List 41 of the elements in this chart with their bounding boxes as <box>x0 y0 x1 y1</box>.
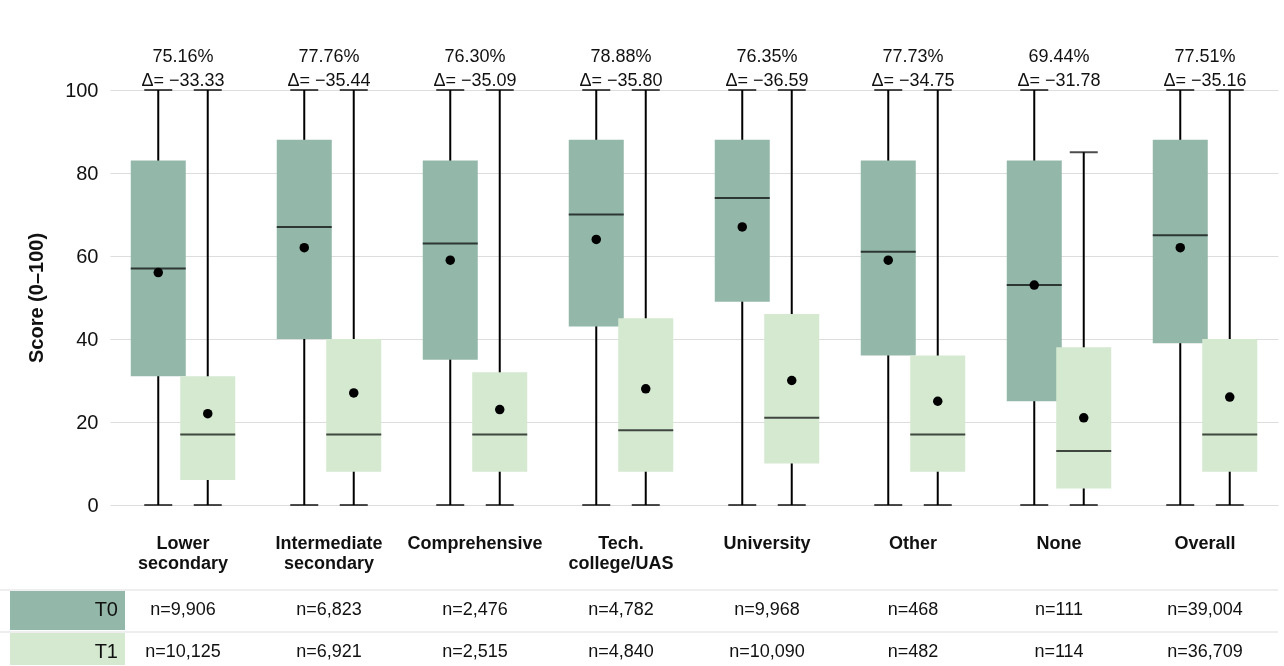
text: n=4,782 <box>588 599 654 619</box>
y-tick-label: 40 <box>76 327 99 350</box>
text: 75.16% Δ= −33.33 <box>141 46 225 90</box>
text: n=9,906 <box>150 599 216 619</box>
y-axis-title: Score (0–100) <box>25 232 48 364</box>
text: n=111 <box>1035 599 1083 619</box>
y-tick-label: 0 <box>87 493 99 516</box>
text: 77.73% Δ= −34.75 <box>871 46 955 90</box>
text: 77.51% Δ= −35.16 <box>1163 46 1247 90</box>
y-tick-label: 100 <box>65 78 99 101</box>
text: n=468 <box>887 599 939 619</box>
text: n=2,476 <box>442 599 508 619</box>
text: 77.76% Δ= −35.44 <box>287 46 371 90</box>
text: 69.44% Δ= −31.78 <box>1017 46 1101 90</box>
text: 76.35% Δ= −36.59 <box>725 46 809 90</box>
x-tick-label: Overall <box>1174 533 1236 553</box>
x-tick-label: Other <box>888 533 938 553</box>
text: 76.30% Δ= −35.09 <box>433 46 517 90</box>
text: 78.88% Δ= −35.80 <box>579 46 663 90</box>
text: T0 <box>94 598 118 620</box>
text: n=39,004 <box>1167 599 1243 619</box>
y-tick-label: 20 <box>76 410 99 433</box>
text: n=6,823 <box>296 599 362 619</box>
x-tick-label: Comprehensive <box>407 533 543 553</box>
y-tick-label: 80 <box>76 161 99 184</box>
text: T1 <box>94 640 118 662</box>
text: n=4,840 <box>588 641 654 661</box>
text: n=10,125 <box>145 641 221 661</box>
text: n=6,921 <box>296 641 362 661</box>
text: n=482 <box>887 641 939 661</box>
y-tick-label: 60 <box>76 244 99 267</box>
x-tick-label: Tech. college/UAS <box>568 533 674 573</box>
x-tick-label: Lower secondary <box>137 533 229 573</box>
text: n=9,968 <box>734 599 800 619</box>
text: n=114 <box>1034 641 1084 661</box>
x-tick-label: Intermediate secondary <box>275 533 383 573</box>
text: n=36,709 <box>1167 641 1243 661</box>
text: n=2,515 <box>442 641 508 661</box>
x-tick-label: University <box>723 533 811 553</box>
x-tick-label: None <box>1036 533 1082 553</box>
text: n=10,090 <box>729 641 805 661</box>
